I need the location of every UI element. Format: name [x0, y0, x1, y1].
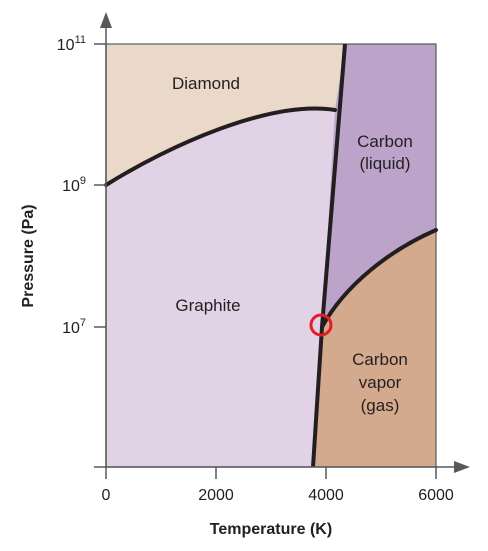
triple-point-marker — [309, 313, 333, 337]
y-tick-exponent: 7 — [80, 317, 86, 329]
y-tick-base: 10 — [62, 320, 80, 337]
liquid-label-line2: (liquid) — [359, 154, 410, 173]
x-axis-title: Temperature (K) — [210, 521, 332, 538]
y-tick-base: 10 — [62, 178, 80, 195]
vapor-label-line3: (gas) — [361, 396, 400, 415]
graphite-region — [106, 108, 335, 467]
diamond-label: Diamond — [172, 74, 240, 93]
y-tick-label: 1011 — [57, 34, 86, 54]
liquid-vapor-boundary — [320, 228, 438, 329]
liquid-label-line1: Carbon — [357, 132, 413, 151]
y-tick-exponent: 11 — [75, 34, 86, 46]
x-axis-arrow-icon — [454, 461, 470, 473]
vapor-region — [313, 230, 436, 467]
x-tick-label: 4000 — [308, 487, 344, 504]
y-axis-title: Pressure (Pa) — [20, 204, 37, 307]
y-tick-label: 109 — [62, 175, 86, 195]
x-tick-label: 2000 — [198, 487, 234, 504]
y-tick-exponent: 9 — [80, 175, 86, 187]
vapor-label-line2: vapor — [359, 373, 402, 392]
x-tick-label: 0 — [102, 487, 111, 504]
vapor-label-line1: Carbon — [352, 350, 408, 369]
liquid-region — [322, 44, 436, 327]
x-tick-label: 6000 — [418, 487, 454, 504]
graphite-label: Graphite — [175, 296, 240, 315]
y-axis-arrow-icon — [100, 12, 112, 28]
y-tick-label: 107 — [62, 317, 86, 337]
y-tick-base: 10 — [57, 37, 75, 54]
graphite-diamond-boundary — [104, 106, 337, 187]
